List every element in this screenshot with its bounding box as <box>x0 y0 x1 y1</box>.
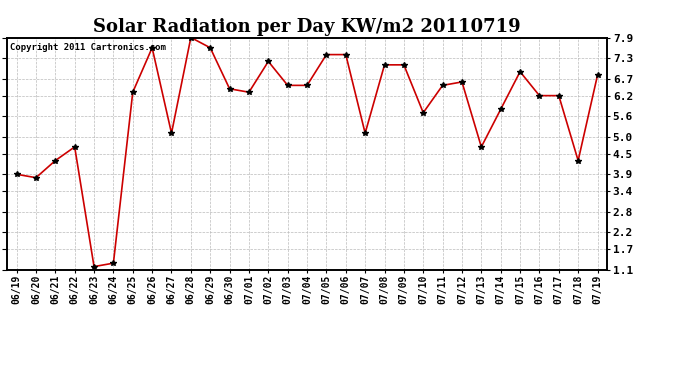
Text: Copyright 2011 Cartronics.com: Copyright 2011 Cartronics.com <box>10 44 166 52</box>
Title: Solar Radiation per Day KW/m2 20110719: Solar Radiation per Day KW/m2 20110719 <box>93 18 521 36</box>
